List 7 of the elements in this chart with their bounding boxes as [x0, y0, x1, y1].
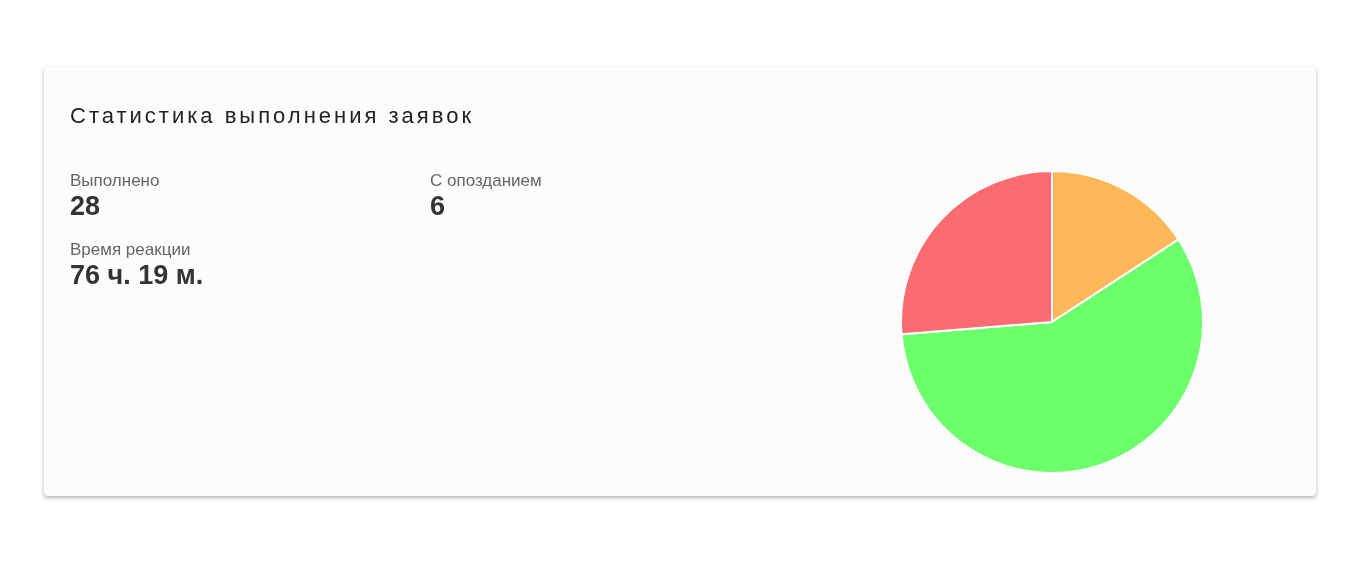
text: Выполнено — [70, 171, 161, 191]
text: С опозданием — [430, 171, 543, 191]
text: 28 — [70, 191, 102, 222]
text: Статистика выполнения заявок — [70, 103, 475, 129]
text: Время реакции — [70, 240, 192, 260]
text: 76 ч. 19 м. — [70, 260, 205, 291]
text: 6 — [430, 191, 447, 222]
